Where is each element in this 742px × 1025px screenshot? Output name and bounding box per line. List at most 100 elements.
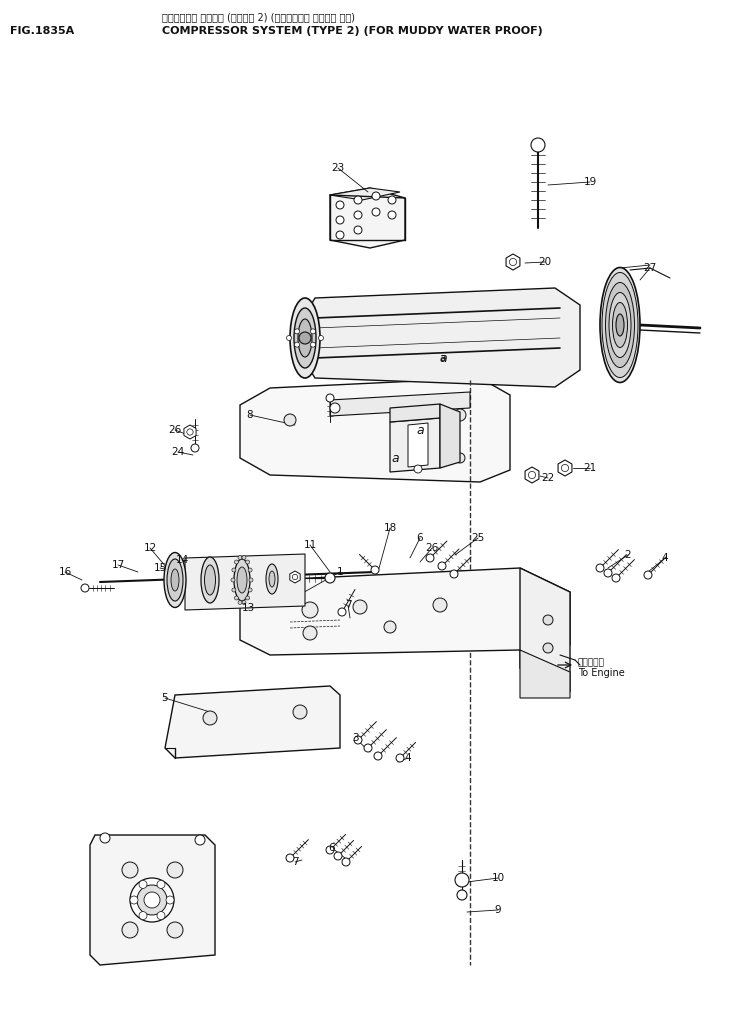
Circle shape [191,444,199,452]
Ellipse shape [290,298,320,378]
Circle shape [596,564,604,572]
Text: 3: 3 [352,733,358,743]
Ellipse shape [294,308,316,368]
Text: エンジンヘ: エンジンヘ [578,658,605,667]
Circle shape [325,573,335,583]
Circle shape [388,211,396,219]
Polygon shape [506,254,520,270]
Circle shape [137,885,167,915]
Circle shape [292,574,298,580]
Circle shape [130,878,174,922]
Ellipse shape [602,273,638,377]
Circle shape [232,588,236,592]
Circle shape [310,329,315,334]
Circle shape [246,596,249,600]
Circle shape [318,335,324,340]
Circle shape [195,835,205,845]
Ellipse shape [266,564,278,594]
Text: FIG.1835A: FIG.1835A [10,26,74,36]
Circle shape [531,138,545,152]
Circle shape [454,409,466,421]
Text: a: a [439,352,447,365]
Polygon shape [330,188,405,248]
Circle shape [157,880,165,889]
Text: 21: 21 [583,463,597,473]
Text: 13: 13 [241,603,255,613]
Text: To Engine: To Engine [578,668,625,678]
Circle shape [604,569,612,577]
Polygon shape [90,835,215,965]
Ellipse shape [600,268,640,382]
Polygon shape [240,378,510,482]
Text: 23: 23 [332,163,344,173]
Text: COMPRESSOR SYSTEM (TYPE 2) (FOR MUDDY WATER PROOF): COMPRESSOR SYSTEM (TYPE 2) (FOR MUDDY WA… [162,26,542,36]
Circle shape [167,922,183,938]
Circle shape [354,736,362,744]
Circle shape [302,602,318,618]
Circle shape [364,744,372,752]
Text: 22: 22 [542,473,554,483]
Circle shape [234,560,238,564]
Polygon shape [165,686,340,758]
Polygon shape [520,568,570,692]
Circle shape [438,562,446,570]
Circle shape [354,196,362,204]
Ellipse shape [201,557,219,603]
Text: 1: 1 [337,567,344,577]
Polygon shape [408,423,428,467]
Polygon shape [330,392,470,416]
Circle shape [543,615,553,625]
Text: 14: 14 [175,555,188,565]
Text: 9: 9 [495,905,502,915]
Circle shape [372,192,380,200]
Circle shape [330,403,340,413]
Circle shape [203,711,217,725]
Ellipse shape [616,314,624,336]
Circle shape [293,705,307,719]
Ellipse shape [234,559,250,601]
Text: 7: 7 [345,600,351,610]
Polygon shape [290,571,301,583]
Circle shape [543,643,553,653]
Text: a: a [391,451,398,464]
Circle shape [303,626,317,640]
Circle shape [354,211,362,219]
Circle shape [284,414,296,426]
Text: 2: 2 [625,550,631,560]
Text: 7: 7 [292,857,298,867]
Ellipse shape [612,302,628,347]
Circle shape [100,833,110,843]
Circle shape [130,896,138,904]
Circle shape [371,566,379,574]
Text: 17: 17 [111,560,125,570]
Ellipse shape [171,569,179,591]
Ellipse shape [164,552,186,608]
Circle shape [242,601,246,605]
Text: 19: 19 [583,177,597,187]
Polygon shape [185,554,305,610]
Text: 15: 15 [154,563,167,573]
Circle shape [388,196,396,204]
Text: 12: 12 [143,543,157,554]
Circle shape [528,472,536,479]
Circle shape [139,911,147,919]
Circle shape [457,890,467,900]
Circle shape [232,568,236,572]
Polygon shape [390,418,440,472]
Circle shape [122,922,138,938]
Ellipse shape [237,567,247,593]
Circle shape [455,873,469,887]
Circle shape [354,226,362,234]
Ellipse shape [205,565,215,594]
Polygon shape [240,568,570,655]
Circle shape [144,892,160,908]
Text: 6: 6 [417,533,424,543]
Circle shape [336,201,344,209]
Text: 5: 5 [162,693,168,703]
Polygon shape [305,288,580,387]
Circle shape [372,208,380,216]
Text: コンプレッサ システム (タイプ゜ 2) (ト゜ロミス゜ ホ゜ウジ ヨウ): コンプレッサ システム (タイプ゜ 2) (ト゜ロミス゜ ホ゜ウジ ヨウ) [162,12,355,22]
Ellipse shape [605,283,634,368]
Circle shape [326,394,334,402]
Text: a: a [416,423,424,437]
